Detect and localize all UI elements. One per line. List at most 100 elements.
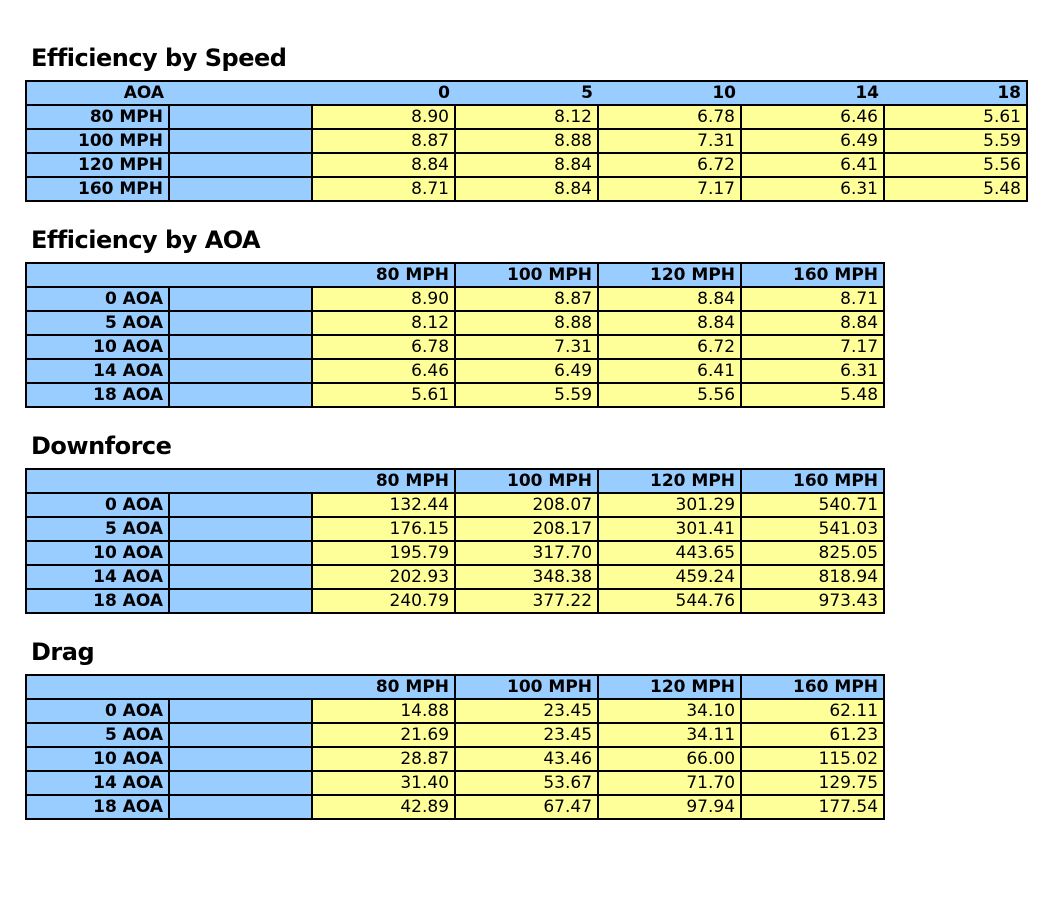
value-cell[interactable]: 7.31 <box>597 128 742 154</box>
spacer-cell[interactable] <box>168 104 313 130</box>
value-cell[interactable]: 61.23 <box>740 722 886 748</box>
value-cell[interactable]: 6.72 <box>597 334 743 360</box>
value-cell[interactable]: 8.88 <box>454 128 599 154</box>
value-cell[interactable]: 377.22 <box>454 588 600 614</box>
value-cell[interactable]: 8.88 <box>454 310 600 336</box>
value-cell[interactable]: 348.38 <box>454 564 600 590</box>
spacer-cell[interactable] <box>168 722 313 748</box>
value-cell[interactable]: 825.05 <box>740 540 886 566</box>
row-label-cell[interactable]: 0 AOA <box>25 286 170 312</box>
value-cell[interactable]: 71.70 <box>597 770 743 796</box>
column-header-cell[interactable]: 18 <box>884 80 1027 106</box>
column-header-cell[interactable]: 120 MPH <box>597 674 743 700</box>
value-cell[interactable]: 8.71 <box>311 176 456 202</box>
row-label-cell[interactable]: 5 AOA <box>25 722 170 748</box>
row-label-cell[interactable]: 5 AOA <box>25 516 170 542</box>
row-label-cell[interactable]: 100 MPH <box>25 128 170 154</box>
value-cell[interactable]: 34.11 <box>597 722 743 748</box>
value-cell[interactable]: 6.46 <box>310 358 457 384</box>
value-cell[interactable]: 115.02 <box>740 746 886 772</box>
value-cell[interactable]: 5.61 <box>883 104 1028 130</box>
value-cell[interactable]: 5.59 <box>883 128 1028 154</box>
row-label-cell[interactable]: 120 MPH <box>25 152 170 178</box>
value-cell[interactable]: 208.17 <box>454 516 600 542</box>
value-cell[interactable]: 6.31 <box>740 358 886 384</box>
value-cell[interactable]: 5.59 <box>454 382 600 408</box>
spacer-cell[interactable] <box>168 152 313 178</box>
spacer-cell[interactable] <box>168 492 313 518</box>
column-header-cell[interactable]: 5 <box>455 80 598 106</box>
value-cell[interactable]: 6.31 <box>740 176 885 202</box>
row-label-cell[interactable]: 0 AOA <box>25 698 170 724</box>
value-cell[interactable]: 53.67 <box>454 770 600 796</box>
value-cell[interactable]: 8.87 <box>311 128 456 154</box>
value-cell[interactable]: 6.46 <box>740 104 885 130</box>
value-cell[interactable]: 8.84 <box>597 286 743 312</box>
value-cell[interactable]: 541.03 <box>740 516 886 542</box>
value-cell[interactable]: 8.84 <box>311 152 456 178</box>
value-cell[interactable]: 8.90 <box>310 286 457 312</box>
row-label-cell[interactable]: 10 AOA <box>25 334 170 360</box>
value-cell[interactable]: 5.56 <box>883 152 1028 178</box>
value-cell[interactable]: 7.17 <box>597 176 742 202</box>
spacer-cell[interactable] <box>168 770 313 796</box>
row-label-cell[interactable]: 5 AOA <box>25 310 170 336</box>
value-cell[interactable]: 132.44 <box>310 492 457 518</box>
value-cell[interactable]: 5.48 <box>883 176 1028 202</box>
value-cell[interactable]: 176.15 <box>310 516 457 542</box>
value-cell[interactable]: 43.46 <box>454 746 600 772</box>
spacer-cell[interactable] <box>168 286 313 312</box>
value-cell[interactable]: 97.94 <box>597 794 743 820</box>
column-header-cell[interactable]: 160 MPH <box>740 674 886 700</box>
value-cell[interactable]: 8.84 <box>454 176 599 202</box>
value-cell[interactable]: 540.71 <box>740 492 886 518</box>
value-cell[interactable]: 208.07 <box>454 492 600 518</box>
column-header-cell[interactable]: 100 MPH <box>454 262 600 288</box>
value-cell[interactable]: 14.88 <box>310 698 457 724</box>
column-header-cell[interactable]: 14 <box>741 80 884 106</box>
value-cell[interactable]: 7.31 <box>454 334 600 360</box>
row-label-cell[interactable]: 14 AOA <box>25 358 170 384</box>
column-header-cell[interactable]: 10 <box>598 80 741 106</box>
value-cell[interactable]: 21.69 <box>310 722 457 748</box>
column-header-cell[interactable]: 120 MPH <box>597 468 743 494</box>
value-cell[interactable]: 23.45 <box>454 722 600 748</box>
spacer-cell[interactable] <box>168 588 313 614</box>
value-cell[interactable]: 28.87 <box>310 746 457 772</box>
row-label-cell[interactable]: 18 AOA <box>25 588 170 614</box>
row-label-cell[interactable]: 80 MPH <box>25 104 170 130</box>
empty-header-cell[interactable] <box>169 80 312 106</box>
row-label-cell[interactable]: 160 MPH <box>25 176 170 202</box>
value-cell[interactable]: 8.90 <box>311 104 456 130</box>
spacer-cell[interactable] <box>168 746 313 772</box>
value-cell[interactable]: 5.61 <box>310 382 457 408</box>
spacer-cell[interactable] <box>168 540 313 566</box>
corner-header-cell[interactable]: AOA <box>26 80 169 106</box>
value-cell[interactable]: 6.78 <box>310 334 457 360</box>
spacer-cell[interactable] <box>168 382 313 408</box>
row-label-cell[interactable]: 18 AOA <box>25 794 170 820</box>
value-cell[interactable]: 66.00 <box>597 746 743 772</box>
column-header-cell[interactable]: 160 MPH <box>740 262 886 288</box>
value-cell[interactable]: 459.24 <box>597 564 743 590</box>
value-cell[interactable]: 7.17 <box>740 334 886 360</box>
column-header-cell[interactable]: 100 MPH <box>454 674 600 700</box>
spacer-cell[interactable] <box>168 334 313 360</box>
value-cell[interactable]: 443.65 <box>597 540 743 566</box>
value-cell[interactable]: 6.49 <box>740 128 885 154</box>
spacer-cell[interactable] <box>168 564 313 590</box>
spacer-cell[interactable] <box>168 358 313 384</box>
value-cell[interactable]: 8.84 <box>597 310 743 336</box>
column-header-cell[interactable]: 100 MPH <box>454 468 600 494</box>
row-label-cell[interactable]: 10 AOA <box>25 540 170 566</box>
value-cell[interactable]: 6.78 <box>597 104 742 130</box>
value-cell[interactable]: 973.43 <box>740 588 886 614</box>
row-label-cell[interactable]: 18 AOA <box>25 382 170 408</box>
value-cell[interactable]: 195.79 <box>310 540 457 566</box>
value-cell[interactable]: 8.84 <box>740 310 886 336</box>
value-cell[interactable]: 6.49 <box>454 358 600 384</box>
spacer-cell[interactable] <box>168 176 313 202</box>
value-cell[interactable]: 8.84 <box>454 152 599 178</box>
value-cell[interactable]: 301.41 <box>597 516 743 542</box>
value-cell[interactable]: 202.93 <box>310 564 457 590</box>
